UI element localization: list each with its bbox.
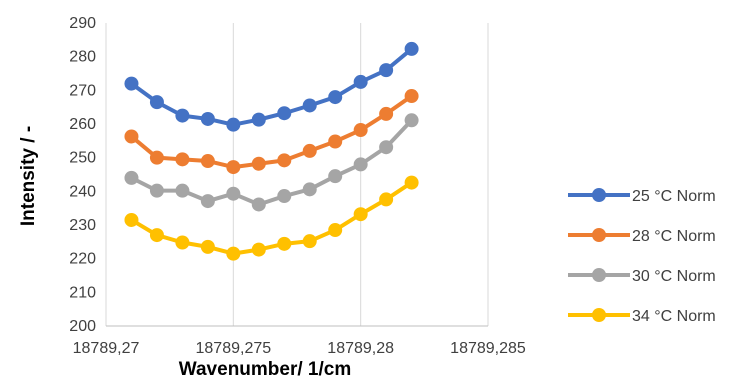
data-point: [175, 108, 190, 123]
data-point: [353, 74, 368, 89]
legend-marker: [592, 308, 606, 322]
data-point: [277, 236, 292, 251]
legend-label: 34 °C Norm: [632, 308, 716, 325]
series-line: [130, 47, 413, 127]
series-1: [124, 41, 419, 132]
data-point: [277, 153, 292, 168]
data-point: [149, 95, 164, 110]
data-point: [226, 160, 241, 175]
data-point: [200, 154, 215, 169]
y-tick-label: 250: [69, 150, 96, 167]
legend-marker: [592, 188, 606, 202]
x-tick-label: 18789,285: [450, 340, 526, 357]
data-point: [124, 212, 139, 227]
x-tick-label: 18789,275: [196, 340, 272, 357]
axes: 18789,27 18789,275 18789,28 18789,285 200 210…: [69, 15, 526, 357]
data-point: [200, 111, 215, 126]
x-tick-label: 18789,27: [73, 340, 140, 357]
y-tick-label: 210: [69, 284, 96, 301]
data-point: [353, 123, 368, 138]
y-tick-label: 270: [69, 82, 96, 99]
data-point: [149, 183, 164, 198]
legend: 25 °C Norm 28 °C Norm 30 °C Norm 34 °C Norm: [568, 188, 716, 325]
data-point: [226, 117, 241, 132]
data-point: [302, 182, 317, 197]
data-point: [379, 140, 394, 155]
data-point: [328, 90, 343, 105]
y-tick-label: 280: [69, 49, 96, 66]
legend-item: 25 °C Norm: [568, 188, 716, 205]
data-point: [328, 223, 343, 238]
data-point: [353, 157, 368, 172]
data-point: [175, 235, 190, 250]
data-point: [328, 169, 343, 184]
data-point: [379, 63, 394, 78]
data-point: [302, 98, 317, 113]
y-tick-label: 240: [69, 183, 96, 200]
data-point: [251, 197, 266, 212]
data-point: [226, 246, 241, 261]
y-axis-title: Intensity / -: [18, 126, 39, 226]
y-tick-label: 230: [69, 217, 96, 234]
data-point: [149, 150, 164, 165]
data-point: [302, 234, 317, 249]
y-tick-label: 290: [69, 15, 96, 32]
y-tick-label: 260: [69, 116, 96, 133]
data-point: [379, 106, 394, 121]
data-point: [149, 228, 164, 243]
legend-item: 30 °C Norm: [568, 268, 716, 285]
legend-label: 30 °C Norm: [632, 268, 716, 285]
data-point: [175, 152, 190, 167]
y-tick-label: 220: [69, 251, 96, 268]
data-point: [328, 134, 343, 149]
series-3: [124, 113, 419, 212]
series: [124, 41, 419, 261]
y-tick-label: 200: [69, 318, 96, 335]
x-axis-title: Wavenumber/ 1/cm: [179, 359, 351, 380]
data-point: [404, 41, 419, 56]
series-4: [124, 175, 419, 261]
data-point: [379, 192, 394, 207]
data-point: [226, 186, 241, 201]
legend-label: 25 °C Norm: [632, 188, 716, 205]
data-point: [404, 175, 419, 190]
data-point: [200, 194, 215, 209]
data-point: [251, 156, 266, 171]
data-point: [404, 89, 419, 104]
data-point: [175, 183, 190, 198]
data-point: [302, 143, 317, 158]
legend-item: 34 °C Norm: [568, 308, 716, 325]
legend-item: 28 °C Norm: [568, 228, 716, 245]
data-point: [251, 242, 266, 257]
data-point: [124, 170, 139, 185]
legend-marker: [592, 268, 606, 282]
data-point: [277, 189, 292, 204]
grid: [105, 23, 489, 326]
data-point: [353, 207, 368, 222]
data-point: [277, 106, 292, 121]
legend-label: 28 °C Norm: [632, 228, 716, 245]
series-line: [130, 180, 413, 256]
data-point: [404, 113, 419, 128]
data-point: [124, 129, 139, 144]
x-tick-label: 18789,28: [327, 340, 394, 357]
series-2: [124, 89, 419, 175]
data-point: [124, 76, 139, 91]
data-point: [251, 112, 266, 127]
data-point: [200, 239, 215, 254]
legend-marker: [592, 228, 606, 242]
